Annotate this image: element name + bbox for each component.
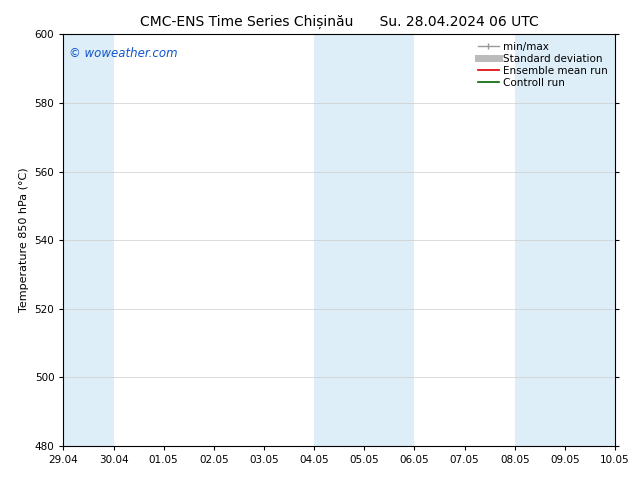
Bar — [565, 34, 615, 446]
Title: CMC-ENS Time Series Chișinău      Su. 28.04.2024 06 UTC: CMC-ENS Time Series Chișinău Su. 28.04.2… — [140, 15, 538, 29]
Y-axis label: Temperature 850 hPa (°C): Temperature 850 hPa (°C) — [19, 168, 29, 313]
Text: © woweather.com: © woweather.com — [69, 47, 178, 60]
Bar — [515, 34, 565, 446]
Legend: min/max, Standard deviation, Ensemble mean run, Controll run: min/max, Standard deviation, Ensemble me… — [476, 40, 610, 90]
Bar — [314, 34, 365, 446]
Bar — [63, 34, 113, 446]
Bar — [365, 34, 415, 446]
